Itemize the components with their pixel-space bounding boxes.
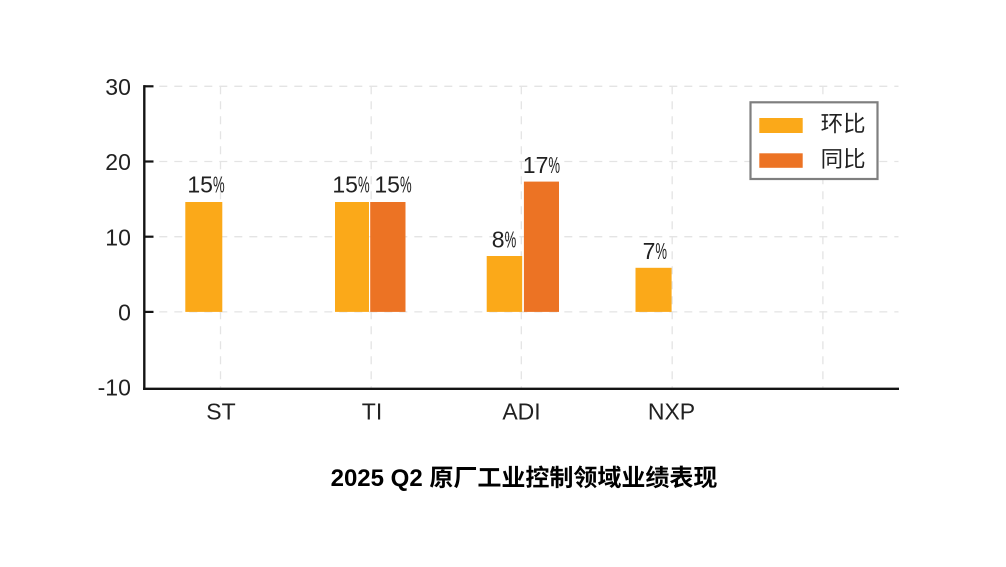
svg-text:%: % <box>548 152 560 178</box>
svg-text:%: % <box>655 238 667 264</box>
svg-text:ADI: ADI <box>502 399 540 425</box>
svg-text:15: 15 <box>187 171 213 197</box>
svg-text:%: % <box>358 172 370 198</box>
svg-text:%: % <box>505 226 517 252</box>
svg-text:15: 15 <box>332 171 358 197</box>
svg-text:17: 17 <box>523 152 549 178</box>
svg-text:2025 Q2: 2025 Q2 <box>331 465 423 492</box>
svg-text:20: 20 <box>105 149 131 175</box>
svg-text:%: % <box>213 172 225 198</box>
svg-text:8: 8 <box>492 226 505 252</box>
svg-text:%: % <box>400 172 412 198</box>
svg-text:0: 0 <box>118 300 131 326</box>
svg-text:15: 15 <box>374 171 400 197</box>
svg-text:7: 7 <box>643 238 656 264</box>
svg-text:TI: TI <box>362 399 382 425</box>
svg-text:ST: ST <box>206 399 235 425</box>
svg-text:30: 30 <box>105 74 131 100</box>
svg-text:-10: -10 <box>98 375 131 401</box>
svg-text:10: 10 <box>105 224 131 250</box>
svg-text:NXP: NXP <box>648 399 695 425</box>
